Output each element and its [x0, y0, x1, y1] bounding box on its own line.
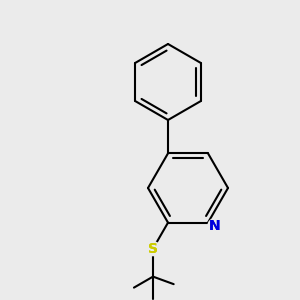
Text: N: N — [209, 219, 221, 232]
Circle shape — [208, 219, 222, 232]
Text: S: S — [148, 242, 158, 256]
Circle shape — [146, 242, 160, 256]
Text: N: N — [209, 219, 221, 232]
Text: S: S — [148, 242, 158, 256]
